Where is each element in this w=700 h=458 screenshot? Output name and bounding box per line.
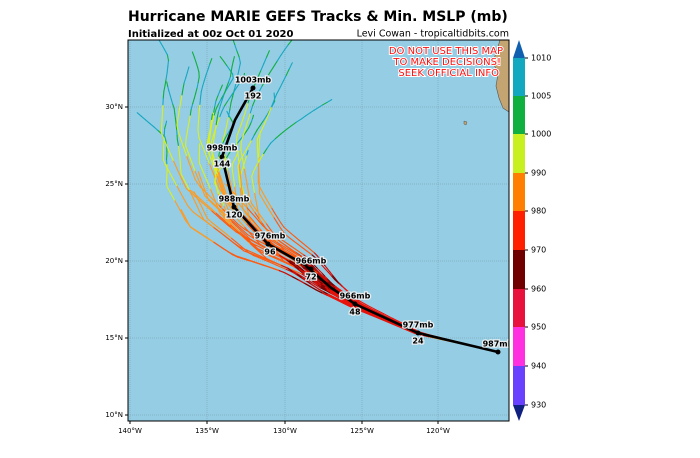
track-segment: [167, 67, 168, 73]
warning-line: DO NOT USE THIS MAP: [389, 46, 503, 57]
track-segment: [180, 157, 181, 163]
track-segment: [241, 142, 242, 150]
lon-label: 140°W: [118, 427, 142, 435]
hour-label: 48: [349, 308, 361, 317]
hour-label: 24: [412, 337, 424, 346]
lat-label: 25°N: [105, 180, 123, 188]
colorbar-segment: [513, 96, 525, 134]
colorbar: 1010 1005 1000 990 980 970 960 950 940 930: [513, 40, 551, 421]
track-segment: [179, 151, 180, 157]
hour-label: 72: [305, 273, 316, 282]
track-segment: [239, 173, 240, 180]
subtitle: Initialized at 00z Oct 01 2020: [128, 29, 294, 40]
track-segment: [175, 114, 176, 119]
lon-label: 120°W: [426, 427, 450, 435]
colorbar-label: 1010: [531, 54, 551, 63]
colorbar-segment: [513, 173, 525, 211]
colorbar-segment: [513, 327, 525, 366]
lat-label: 10°N: [105, 411, 123, 419]
hour-label: 144: [214, 160, 231, 169]
credit: Levi Cowan - tropicaltidbits.com: [357, 29, 509, 40]
colorbar-segment: [513, 250, 525, 289]
pressure-label: 988mb: [219, 195, 250, 204]
pressure-label: 977mb: [403, 321, 434, 330]
track-segment: [200, 98, 201, 104]
warning-line: TO MAKE DECISIONS!: [392, 57, 501, 68]
colorbar-segment: [513, 366, 525, 405]
track-point: [232, 205, 237, 210]
colorbar-cap: [513, 40, 525, 58]
colorbar-label: 950: [531, 323, 546, 332]
track-segment: [209, 136, 210, 141]
title: Hurricane MARIE GEFS Tracks & Min. MSLP …: [128, 9, 508, 25]
colorbar-segment: [513, 58, 525, 96]
colorbar-segment: [513, 134, 525, 173]
lon-label: 125°W: [350, 427, 374, 435]
track-point: [496, 350, 501, 355]
track-segment: [210, 125, 211, 130]
lat-label: 15°N: [105, 334, 123, 342]
track-segment: [257, 147, 258, 155]
track-segment: [235, 186, 236, 192]
track-segment: [199, 111, 200, 118]
track-segment: [174, 109, 175, 114]
colorbar-label: 1000: [531, 130, 551, 139]
track-point: [309, 267, 314, 272]
colorbar-label: 990: [531, 169, 546, 178]
hour-label: 120: [226, 211, 243, 220]
track-segment: [198, 117, 199, 124]
track-segment: [231, 72, 232, 77]
pressure-label: 966mb: [296, 257, 327, 266]
pressure-label: 976mb: [255, 232, 286, 241]
track-point: [251, 86, 256, 91]
track-segment: [163, 91, 164, 98]
lat-label: 30°N: [105, 103, 123, 111]
colorbar-label: 980: [531, 207, 546, 216]
lon-label: 130°W: [273, 427, 297, 435]
track-point: [266, 242, 271, 247]
colorbar-label: 930: [531, 401, 546, 410]
ocean: [128, 40, 509, 421]
hour-label: 192: [245, 92, 262, 101]
lon-label: 135°W: [195, 427, 219, 435]
colorbar-label: 940: [531, 362, 546, 371]
colorbar-cap: [513, 405, 525, 421]
colorbar-label: 970: [531, 246, 546, 255]
colorbar-segment: [513, 211, 525, 250]
hour-label: 96: [264, 248, 276, 257]
pressure-label: 966mb: [340, 292, 371, 301]
lat-label: 20°N: [105, 257, 123, 265]
warning-line: SEEK OFFICIAL INFO: [398, 68, 499, 79]
track-segment: [176, 119, 177, 124]
track-segment: [199, 104, 200, 111]
pressure-label: 998mb: [207, 144, 238, 153]
colorbar-segment: [513, 289, 525, 327]
track-segment: [168, 61, 169, 67]
track-segment: [181, 168, 182, 174]
colorbar-label: 1005: [531, 92, 551, 101]
track-segment: [233, 74, 234, 78]
track-segment: [210, 130, 211, 135]
track-point: [416, 331, 421, 336]
pressure-label: 1003mb: [235, 76, 272, 85]
track-point: [353, 302, 358, 307]
colorbar-label: 960: [531, 285, 546, 294]
